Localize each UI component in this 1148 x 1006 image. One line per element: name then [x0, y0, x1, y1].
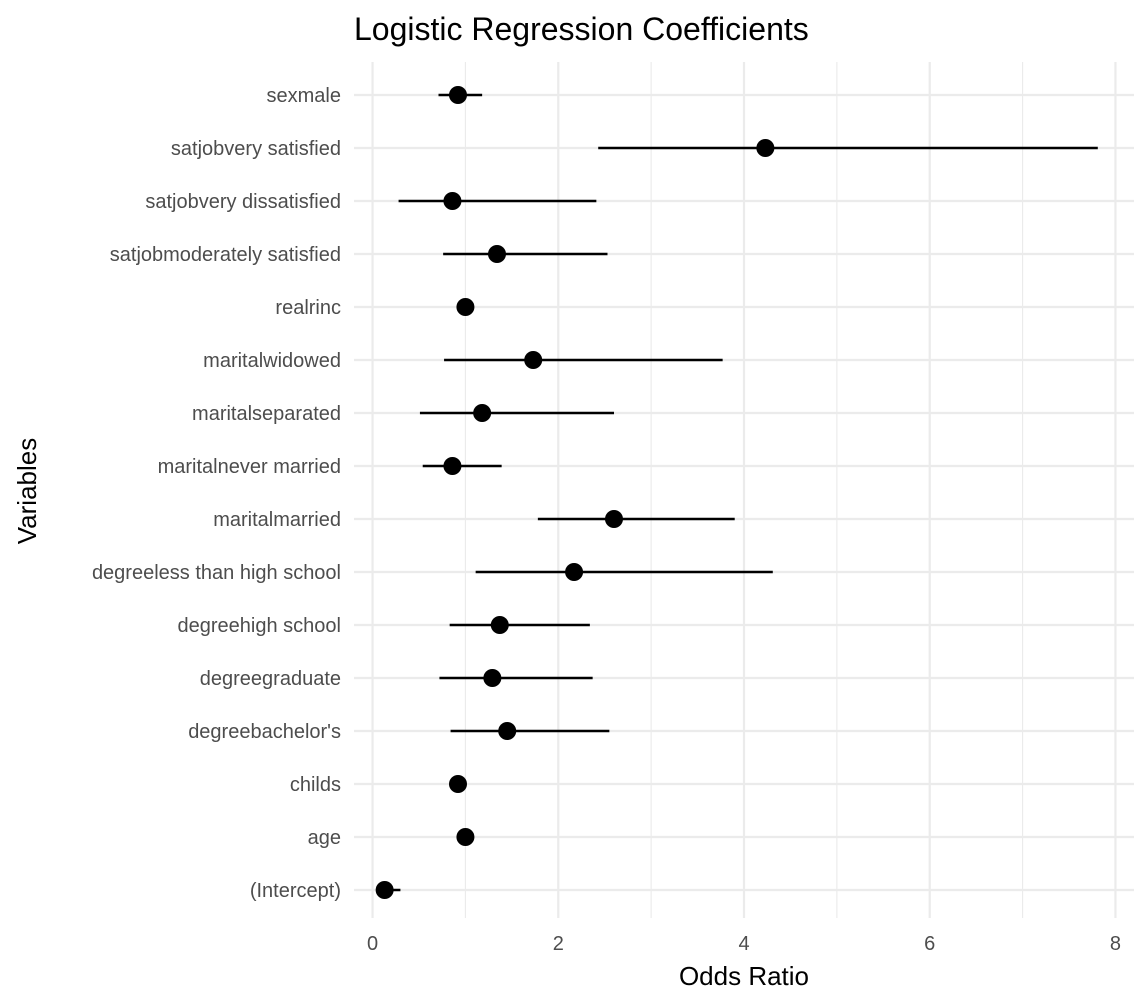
y-tick-label: degreegraduate — [200, 668, 341, 690]
y-tick-label: satjobvery dissatisfied — [145, 191, 341, 213]
odds-ratio-point — [456, 298, 475, 316]
x-axis-title: Odds Ratio — [679, 961, 809, 991]
x-tick-label: 6 — [924, 933, 935, 955]
odds-ratio-point — [375, 881, 394, 899]
x-tick-label: 2 — [553, 933, 564, 955]
x-tick-label: 0 — [367, 933, 378, 955]
y-tick-label: maritalseparated — [192, 403, 341, 425]
y-tick-label: childs — [290, 774, 341, 796]
odds-ratio-point — [605, 510, 623, 528]
y-tick-label: realrinc — [275, 297, 341, 319]
odds-ratio-point — [483, 669, 502, 687]
y-axis-title: Variables — [12, 438, 42, 544]
y-tick-label: satjobmoderately satisfied — [110, 244, 341, 266]
y-tick-label: satjobvery satisfied — [171, 138, 341, 160]
y-tick-label: (Intercept) — [250, 880, 341, 902]
odds-ratio-point — [498, 722, 517, 740]
odds-ratio-point — [524, 351, 543, 369]
odds-ratio-point — [456, 828, 475, 846]
odds-ratio-point — [565, 563, 584, 581]
grid — [354, 62, 1134, 918]
x-tick-label: 8 — [1110, 933, 1121, 955]
x-tick-label: 4 — [738, 933, 749, 955]
odds-ratio-point — [449, 775, 467, 793]
y-tick-label: maritalmarried — [213, 509, 341, 531]
y-tick-label: degreeless than high school — [92, 562, 341, 584]
x-axis-labels: 0 2 4 6 8 — [367, 933, 1121, 955]
odds-ratio-point — [443, 457, 462, 475]
y-axis-labels: sexmale satjobvery satisfied satjobvery di… — [92, 85, 341, 902]
y-tick-label: degreebachelor's — [188, 721, 341, 743]
odds-ratio-point — [756, 139, 775, 157]
odds-ratio-point — [488, 245, 506, 263]
odds-ratio-point — [443, 192, 462, 210]
y-tick-label: sexmale — [267, 85, 341, 107]
odds-ratio-point — [490, 616, 509, 634]
chart-title: Logistic Regression Coefficients — [354, 11, 809, 47]
y-tick-label: maritalnever married — [158, 456, 341, 478]
plot-marks — [375, 86, 1098, 899]
y-tick-label: degreehigh school — [178, 615, 341, 637]
odds-ratio-point — [473, 404, 492, 422]
odds-ratio-point — [449, 86, 467, 104]
y-tick-label: age — [308, 827, 341, 849]
y-tick-label: maritalwidowed — [203, 350, 341, 372]
